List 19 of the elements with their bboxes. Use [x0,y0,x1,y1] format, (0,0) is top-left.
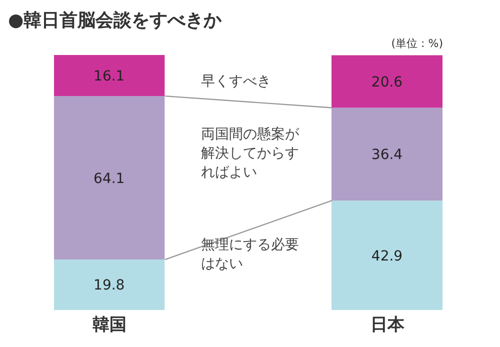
data-label: 42.9 [371,248,403,264]
bar [332,108,442,201]
data-label: 64.1 [94,170,125,187]
data-label: 19.8 [94,278,125,294]
bar [54,55,165,96]
data-label: 20.6 [371,74,403,90]
text: 無理にする必要はない [201,236,300,274]
x-tick-label: 韓国 [92,315,127,336]
bar [332,200,442,310]
text: 早くすべき [201,72,272,92]
x-tick-label: 日本 [370,315,406,336]
data-label: 36.4 [371,147,403,164]
text: (単位 : %) [391,36,443,51]
data-label: 16.1 [94,68,125,84]
bar [332,55,442,108]
bar [54,96,165,260]
text: 両国間の懸案が解決してからすればよい [201,126,300,183]
chart-title: ●韓日首脳会談をすべきか [8,9,222,32]
bar [54,260,165,310]
